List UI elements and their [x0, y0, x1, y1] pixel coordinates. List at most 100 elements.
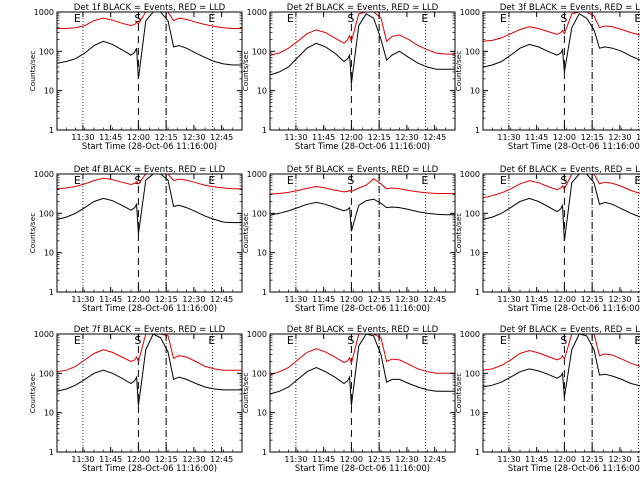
- y-tick-label: 1: [475, 288, 480, 297]
- marker-label: E: [74, 334, 81, 347]
- marker-label: E: [421, 12, 428, 25]
- y-tick-label: 100: [39, 209, 54, 218]
- series-line-events: [57, 334, 242, 406]
- plot-frame: [56, 173, 243, 293]
- x-tick-label: 12:00: [340, 295, 363, 304]
- marker-label: E: [634, 174, 640, 187]
- y-tick-label: 1: [262, 288, 267, 297]
- x-tick-label: 12:15: [368, 455, 391, 464]
- marker-label: E: [208, 12, 215, 25]
- series-line-events: [483, 174, 640, 241]
- y-tick-label: 1: [262, 448, 267, 457]
- x-tick-label: 11:30: [497, 455, 520, 464]
- y-tick-label: 10: [44, 409, 54, 418]
- series-line-lld: [270, 12, 455, 56]
- x-tick-label: 12:45: [423, 455, 446, 464]
- marker-label: E: [287, 174, 294, 187]
- series-line-events: [270, 13, 455, 84]
- x-tick-label: 12:45: [636, 295, 640, 304]
- y-tick-label: 10: [44, 87, 54, 96]
- x-tick-label: 11:45: [312, 133, 335, 142]
- series-line-lld: [483, 334, 640, 371]
- x-tick-label: 11:45: [99, 133, 122, 142]
- x-tick-label: 12:30: [608, 133, 631, 142]
- x-axis-label: Start Time (28-Oct-06 11:16:00): [295, 141, 430, 151]
- series-line-events: [483, 13, 640, 72]
- x-tick-label: 11:45: [525, 455, 548, 464]
- y-tick-label: 100: [465, 47, 480, 56]
- series-line-lld: [57, 174, 242, 190]
- x-axis-label: Start Time (28-Oct-06 11:16:00): [508, 463, 640, 473]
- y-axis-label: Counts/sec: [241, 373, 250, 414]
- x-tick-label: 12:00: [127, 455, 150, 464]
- panel-title: Det 2f BLACK = Events, RED = LLD: [287, 3, 439, 13]
- y-tick-label: 1000: [34, 170, 54, 179]
- y-tick-label: 1000: [460, 330, 480, 339]
- y-tick-label: 100: [252, 47, 267, 56]
- x-tick-label: 12:30: [395, 455, 418, 464]
- plot-frame: [56, 333, 243, 453]
- x-tick-label: 11:45: [525, 295, 548, 304]
- x-tick-label: 12:15: [368, 295, 391, 304]
- x-tick-label: 12:30: [395, 295, 418, 304]
- y-tick-label: 1000: [34, 330, 54, 339]
- x-tick-label: 11:30: [497, 133, 520, 142]
- x-tick-label: 12:00: [127, 133, 150, 142]
- marker-label: S: [134, 174, 141, 187]
- series-line-events: [57, 12, 242, 79]
- x-tick-label: 12:45: [210, 133, 233, 142]
- x-tick-label: 11:45: [312, 455, 335, 464]
- x-tick-label: 12:45: [636, 133, 640, 142]
- x-tick-label: 12:30: [608, 295, 631, 304]
- y-tick-label: 10: [257, 409, 267, 418]
- x-tick-label: 11:30: [284, 295, 307, 304]
- panel-title: Det 5f BLACK = Events, RED = LLD: [287, 165, 439, 175]
- x-tick-label: 12:15: [155, 133, 178, 142]
- marker-label: E: [208, 334, 215, 347]
- y-tick-label: 10: [470, 249, 480, 258]
- x-axis-label: Start Time (28-Oct-06 11:16:00): [82, 303, 217, 313]
- panel-title: Det 9f BLACK = Events, RED = LLD: [500, 325, 640, 335]
- series-line-lld: [483, 12, 640, 42]
- x-axis-label: Start Time (28-Oct-06 11:16:00): [508, 141, 640, 151]
- y-tick-label: 1: [475, 126, 480, 135]
- y-tick-label: 1: [49, 288, 54, 297]
- y-tick-label: 1: [262, 126, 267, 135]
- marker-label: E: [500, 334, 507, 347]
- x-axis-label: Start Time (28-Oct-06 11:16:00): [295, 463, 430, 473]
- series-line-events: [270, 198, 455, 232]
- y-tick-label: 100: [252, 209, 267, 218]
- y-tick-label: 10: [470, 409, 480, 418]
- series-line-lld: [57, 334, 242, 373]
- x-tick-label: 11:30: [497, 295, 520, 304]
- series-line-events: [270, 334, 455, 406]
- y-tick-label: 10: [44, 249, 54, 258]
- y-tick-label: 100: [39, 369, 54, 378]
- marker-label: E: [208, 174, 215, 187]
- x-tick-label: 12:45: [423, 295, 446, 304]
- y-axis-label: Counts/sec: [28, 51, 37, 92]
- panel-title: Det 7f BLACK = Events, RED = LLD: [74, 325, 226, 335]
- marker-label: S: [347, 12, 354, 25]
- x-tick-label: 11:30: [284, 133, 307, 142]
- x-tick-label: 12:30: [182, 133, 205, 142]
- plot-frame: [482, 11, 640, 131]
- x-tick-label: 12:00: [340, 133, 363, 142]
- x-tick-label: 12:00: [553, 133, 576, 142]
- x-tick-label: 12:45: [423, 133, 446, 142]
- x-tick-label: 11:30: [71, 133, 94, 142]
- x-tick-label: 12:00: [553, 295, 576, 304]
- series-line-events: [483, 334, 640, 398]
- marker-label: S: [560, 334, 567, 347]
- x-tick-label: 12:15: [155, 295, 178, 304]
- x-tick-label: 11:45: [99, 455, 122, 464]
- marker-label: E: [634, 12, 640, 25]
- y-tick-label: 1000: [247, 170, 267, 179]
- x-axis-label: Start Time (28-Oct-06 11:16:00): [508, 303, 640, 313]
- x-tick-label: 12:15: [581, 295, 604, 304]
- y-axis-label: Counts/sec: [454, 213, 463, 254]
